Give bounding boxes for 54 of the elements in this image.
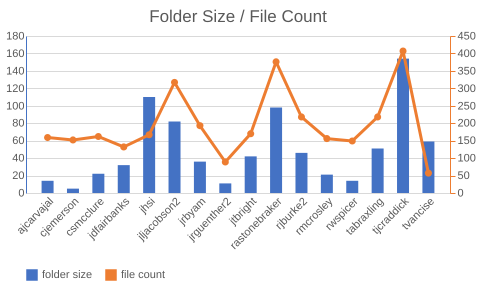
point (272, 58, 280, 66)
y-tick-label: 40 (12, 152, 24, 165)
point (247, 130, 254, 138)
y-tick-label: 60 (12, 135, 24, 148)
bar (397, 58, 410, 193)
y-tick-label: 180 (6, 30, 24, 42)
y2-tick-label: 0 (458, 188, 464, 200)
bar (92, 174, 104, 193)
bar (66, 188, 79, 193)
point (196, 122, 204, 130)
bar (346, 180, 358, 193)
point (424, 170, 432, 177)
point (94, 132, 102, 140)
bar (270, 108, 282, 193)
y2-tick-label: 300 (458, 82, 476, 95)
point (323, 135, 330, 142)
y2-tick-label: 350 (458, 65, 476, 78)
bar (168, 121, 181, 193)
bar (219, 183, 232, 193)
point (69, 136, 77, 144)
y2-tick-label: 100 (458, 152, 476, 165)
bar (295, 152, 308, 193)
legend-label: folder size (42, 269, 92, 281)
y-tick-label: 160 (6, 48, 24, 60)
bar (372, 148, 384, 193)
y2-tick-label: 150 (458, 135, 476, 148)
point (146, 131, 153, 138)
y2-tick-label: 450 (458, 30, 476, 42)
bar (42, 180, 54, 193)
point (298, 113, 306, 120)
bar (244, 156, 257, 193)
chart-title: Folder Size / File Count (149, 7, 328, 26)
point (44, 134, 52, 142)
point (374, 113, 382, 120)
y2-tick-label: 200 (458, 118, 476, 130)
point (348, 137, 356, 145)
point (120, 143, 128, 150)
y-tick-label: 0 (18, 188, 24, 200)
point (222, 158, 229, 166)
legend-label: file count (121, 269, 166, 281)
y2-tick-label: 250 (458, 100, 476, 112)
y-tick-label: 20 (12, 170, 24, 182)
point (170, 78, 178, 86)
y2-tick-label: 400 (458, 48, 476, 60)
point (399, 47, 407, 55)
y2-tick-label: 50 (458, 170, 470, 182)
bar (118, 165, 130, 193)
bar (194, 162, 206, 193)
y-tick-label: 80 (12, 118, 24, 130)
bar (320, 174, 333, 193)
y-tick-label: 100 (6, 100, 24, 112)
y-tick-label: 120 (6, 82, 24, 95)
y-tick-label: 140 (6, 65, 24, 78)
bar (143, 97, 156, 193)
